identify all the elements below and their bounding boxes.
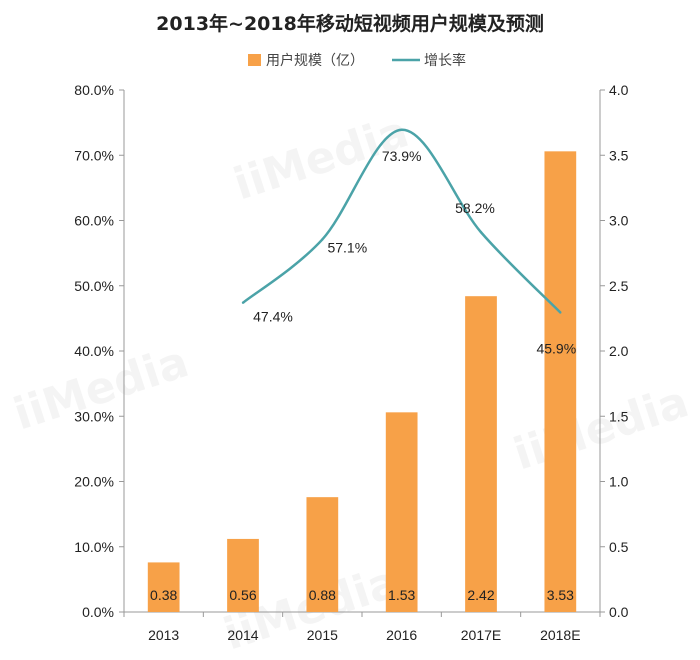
y-left-tick-label: 10.0% <box>74 539 114 555</box>
growth-point <box>321 238 324 241</box>
bar-label: 0.38 <box>150 587 177 603</box>
y-right-tick-label: 3.5 <box>609 147 629 163</box>
chart-title: 2013年~2018年移动短视频用户规模及预测 <box>156 12 544 35</box>
watermark-layer: iiMediaiiMediaiiMediaiiMedia <box>8 106 695 660</box>
y-left-tick-label: 0.0% <box>82 604 114 620</box>
bar-label: 1.53 <box>388 587 415 603</box>
legend: 用户规模（亿） 增长率 <box>248 52 466 69</box>
y-right-tick-label: 0.0 <box>609 604 629 620</box>
bar <box>465 296 497 612</box>
legend-label-bar: 用户规模（亿） <box>266 52 364 69</box>
y-right-tick-label: 2.0 <box>609 343 629 359</box>
growth-label: 47.4% <box>253 309 293 325</box>
x-tick-label: 2013 <box>148 627 179 643</box>
growth-labels: 47.4% 57.1% 73.9% 58.2% 45.9% <box>253 148 576 357</box>
y-right-tick-label: 4.0 <box>609 82 629 98</box>
growth-label: 73.9% <box>382 148 422 164</box>
growth-point <box>400 128 403 132</box>
y-left-tick-label: 60.0% <box>74 213 114 229</box>
bar <box>306 497 339 612</box>
x-tick-label: 2016 <box>386 627 417 643</box>
bar-label: 0.56 <box>229 587 256 603</box>
bar-labels: 0.38 0.56 0.88 1.53 2.42 3.53 <box>150 587 574 603</box>
bar <box>385 412 418 612</box>
x-tick-label: 2018E <box>540 627 580 643</box>
y-right-tick-label: 1.5 <box>609 408 629 424</box>
growth-point <box>479 231 483 234</box>
y-right-tick-label: 3.0 <box>609 213 629 229</box>
y-left-tick-label: 70.0% <box>74 147 114 163</box>
growth-line-series <box>241 128 562 314</box>
x-tick-label: 2015 <box>307 627 338 643</box>
growth-label: 58.2% <box>455 200 495 216</box>
y-left-tick-label: 30.0% <box>74 408 114 424</box>
growth-label: 45.9% <box>536 341 576 357</box>
y-left-tick-label: 40.0% <box>74 343 114 359</box>
bar-label: 3.53 <box>547 587 574 603</box>
y-right-tick-label: 1.0 <box>609 474 629 490</box>
y-left-tick-label: 20.0% <box>74 474 114 490</box>
y-right-tick-label: 0.5 <box>609 539 629 555</box>
growth-point <box>241 301 245 304</box>
legend-swatch-bar <box>248 54 261 66</box>
x-tick-label: 2017E <box>461 627 501 643</box>
y-left-tick-label: 50.0% <box>74 278 114 294</box>
x-tick-label: 2014 <box>227 627 258 643</box>
bar-series <box>147 151 577 612</box>
bar <box>147 562 180 612</box>
legend-label-line: 增长率 <box>424 52 466 69</box>
bar-label: 2.42 <box>467 587 494 603</box>
bar-label: 0.88 <box>309 587 336 603</box>
growth-point <box>559 311 562 314</box>
watermark-3: iiMedia <box>508 376 695 480</box>
y-left-tick-label: 80.0% <box>74 82 114 98</box>
growth-label: 57.1% <box>327 239 367 255</box>
y-right-tick-label: 2.5 <box>609 278 629 294</box>
axes: 0.0% 10.0% 20.0% 30.0% 40.0% 50.0% 60.0% 70.0% 8… <box>74 82 628 643</box>
bar <box>544 151 577 612</box>
bar <box>227 538 259 612</box>
